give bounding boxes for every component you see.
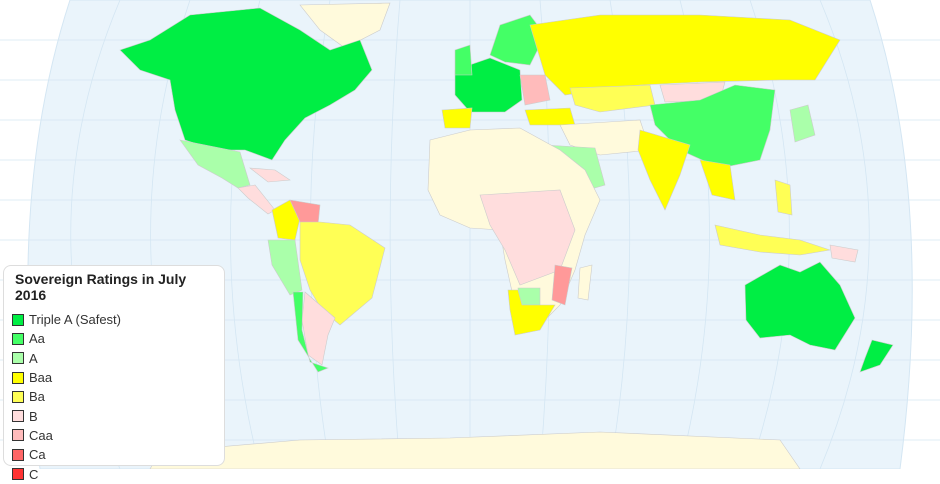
caribbean [249, 167, 291, 183]
longitude-line [819, 0, 870, 469]
legend: Sovereign Ratings in July 2016 Triple A … [3, 265, 225, 482]
legend-item[interactable]: C [10, 464, 218, 483]
legend-title: Sovereign Ratings in July 2016 [15, 271, 187, 303]
turkey [524, 107, 576, 126]
chile [292, 291, 329, 373]
colombia [271, 199, 301, 241]
longitude-line [389, 0, 401, 469]
central-africa [479, 189, 576, 286]
brazil [299, 221, 386, 326]
russia [529, 14, 841, 96]
legend-item[interactable]: Ca [10, 445, 218, 464]
iberia [441, 107, 473, 129]
legend-item[interactable]: B [10, 406, 218, 425]
new-zealand [859, 339, 894, 373]
legend-label: Triple A (Safest) [29, 312, 121, 328]
legend-swatch [12, 429, 24, 442]
mozambique [551, 264, 573, 306]
legend-item[interactable]: Baa [10, 368, 218, 387]
south-africa [507, 289, 556, 336]
india [637, 129, 691, 211]
legend-swatch [12, 352, 24, 365]
legend-label: A [29, 350, 38, 366]
legend-swatch [12, 410, 24, 423]
countries[interactable] [119, 2, 894, 469]
greenland [299, 2, 391, 49]
kazakhstan [569, 84, 656, 113]
png [829, 244, 859, 263]
madagascar [577, 264, 593, 301]
antarctica [149, 431, 801, 469]
legend-swatch [12, 468, 24, 481]
legend-label: Ca [29, 447, 46, 463]
australia [744, 261, 856, 351]
legend-swatch [12, 332, 24, 345]
legend-label: Aa [29, 331, 45, 347]
legend-swatch [12, 371, 24, 384]
indonesia [714, 224, 831, 256]
legend-swatch [12, 390, 24, 403]
legend-label: Baa [29, 370, 53, 386]
legend-label: B [29, 408, 38, 424]
central-america [237, 184, 276, 215]
japan-korea [789, 104, 816, 143]
legend-item[interactable]: Triple A (Safest) [10, 310, 218, 329]
legend-label: Caa [29, 427, 53, 443]
legend-item[interactable]: A [10, 349, 218, 368]
legend-item[interactable]: Ba [10, 387, 218, 406]
eastern-europe [519, 74, 551, 106]
philippines [774, 179, 793, 216]
uk-ireland [454, 44, 473, 76]
legend-item[interactable]: Caa [10, 426, 218, 445]
middle-east [559, 119, 651, 156]
southeast-asia [699, 159, 736, 201]
legend-label: Ba [29, 389, 45, 405]
legend-item[interactable]: Aa [10, 329, 218, 348]
legend-swatch [12, 313, 24, 326]
legend-swatch [12, 448, 24, 461]
north-america-canada-usa [119, 7, 373, 161]
